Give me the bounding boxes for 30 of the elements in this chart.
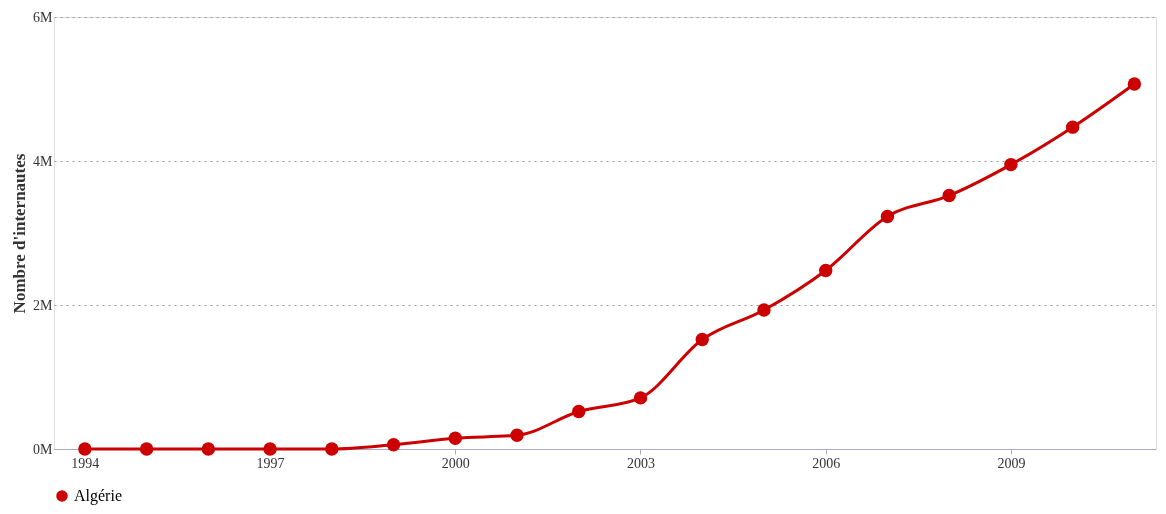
point [386, 437, 401, 452]
point [757, 303, 771, 317]
x-tick-label: 2006 [812, 455, 841, 471]
point [819, 263, 833, 278]
point [1065, 120, 1080, 134]
point [263, 442, 277, 456]
x-tick-label: 2003 [627, 455, 655, 471]
point [325, 442, 339, 456]
point [448, 431, 462, 445]
point [510, 428, 524, 443]
point [78, 442, 92, 456]
x-tick-label: 2000 [441, 455, 470, 471]
point [633, 391, 648, 405]
legend-label: Algérie [74, 487, 122, 505]
point [572, 404, 586, 419]
y-axis-title: Nombre d'internautes [10, 153, 30, 314]
x-tick-label: 1997 [256, 455, 285, 471]
x-tick-label: 1994 [71, 455, 100, 471]
point [201, 442, 216, 456]
point [1004, 157, 1018, 172]
point [880, 209, 895, 224]
y-tick-label: 6M [33, 9, 54, 25]
y-tick-label: 0M [33, 441, 54, 457]
point [942, 188, 956, 203]
y-tick-label: 4M [33, 153, 54, 169]
x-tick-label: 2009 [997, 455, 1026, 471]
point [139, 442, 154, 456]
point [695, 332, 709, 347]
point [1127, 77, 1142, 91]
y-tick-label: 2M [33, 297, 54, 313]
